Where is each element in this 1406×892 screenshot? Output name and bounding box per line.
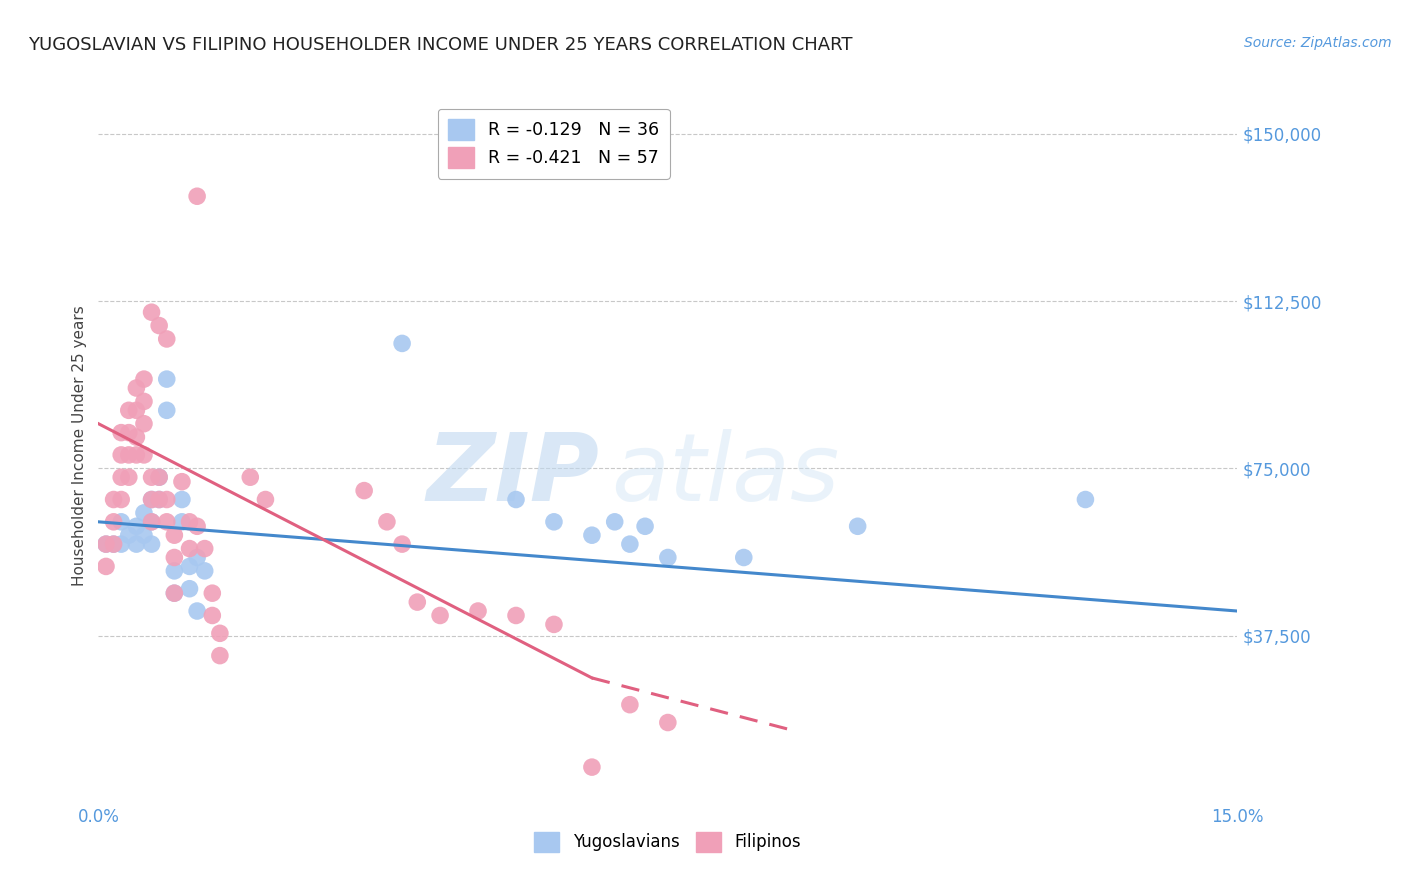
Point — [170, 475, 193, 489]
Point — [141, 305, 163, 319]
Point — [505, 608, 527, 623]
Point — [141, 515, 163, 529]
Point — [208, 626, 231, 640]
Point — [110, 537, 132, 551]
Point — [141, 492, 163, 507]
Point — [125, 448, 148, 462]
Point — [194, 541, 217, 556]
Point — [733, 550, 755, 565]
Point — [163, 586, 186, 600]
Point — [581, 760, 603, 774]
Point — [254, 492, 277, 507]
Point — [163, 550, 186, 565]
Point — [110, 425, 132, 440]
Point — [179, 582, 201, 596]
Point — [103, 515, 125, 529]
Point — [156, 403, 179, 417]
Point — [148, 492, 170, 507]
Point — [110, 492, 132, 507]
Point — [201, 586, 224, 600]
Point — [94, 559, 117, 574]
Text: Source: ZipAtlas.com: Source: ZipAtlas.com — [1244, 36, 1392, 50]
Point — [505, 492, 527, 507]
Point — [156, 492, 179, 507]
Point — [148, 318, 170, 333]
Point — [141, 470, 163, 484]
Point — [179, 541, 201, 556]
Point — [141, 537, 163, 551]
Point — [148, 492, 170, 507]
Legend: Yugoslavians, Filipinos: Yugoslavians, Filipinos — [527, 825, 808, 859]
Point — [132, 417, 155, 431]
Point — [94, 537, 117, 551]
Point — [846, 519, 869, 533]
Point — [239, 470, 262, 484]
Point — [179, 515, 201, 529]
Point — [179, 559, 201, 574]
Point — [125, 381, 148, 395]
Point — [141, 515, 163, 529]
Text: ZIP: ZIP — [426, 428, 599, 521]
Point — [125, 537, 148, 551]
Point — [156, 332, 179, 346]
Point — [156, 372, 179, 386]
Point — [201, 608, 224, 623]
Point — [186, 604, 208, 618]
Point — [581, 528, 603, 542]
Y-axis label: Householder Income Under 25 years: Householder Income Under 25 years — [72, 306, 87, 586]
Point — [657, 715, 679, 730]
Point — [657, 550, 679, 565]
Point — [170, 515, 193, 529]
Point — [125, 519, 148, 533]
Point — [110, 515, 132, 529]
Point — [132, 394, 155, 409]
Point — [125, 403, 148, 417]
Point — [186, 519, 208, 533]
Point — [186, 189, 208, 203]
Point — [634, 519, 657, 533]
Point — [186, 550, 208, 565]
Text: atlas: atlas — [612, 429, 839, 520]
Point — [619, 698, 641, 712]
Point — [194, 564, 217, 578]
Point — [118, 448, 141, 462]
Point — [163, 564, 186, 578]
Point — [118, 528, 141, 542]
Point — [125, 430, 148, 444]
Point — [148, 470, 170, 484]
Point — [603, 515, 626, 529]
Point — [163, 586, 186, 600]
Point — [141, 492, 163, 507]
Point — [132, 506, 155, 520]
Text: YUGOSLAVIAN VS FILIPINO HOUSEHOLDER INCOME UNDER 25 YEARS CORRELATION CHART: YUGOSLAVIAN VS FILIPINO HOUSEHOLDER INCO… — [28, 36, 852, 54]
Point — [110, 448, 132, 462]
Point — [170, 492, 193, 507]
Point — [103, 537, 125, 551]
Point — [543, 515, 565, 529]
Point — [391, 336, 413, 351]
Point — [103, 537, 125, 551]
Point — [132, 372, 155, 386]
Point — [118, 425, 141, 440]
Point — [163, 528, 186, 542]
Point — [103, 492, 125, 507]
Point — [375, 515, 398, 529]
Point — [429, 608, 451, 623]
Point — [118, 403, 141, 417]
Point — [118, 470, 141, 484]
Point — [619, 537, 641, 551]
Point — [543, 617, 565, 632]
Point — [1074, 492, 1097, 507]
Point — [208, 648, 231, 663]
Point — [132, 448, 155, 462]
Point — [132, 528, 155, 542]
Point — [156, 515, 179, 529]
Point — [353, 483, 375, 498]
Point — [467, 604, 489, 618]
Point — [148, 470, 170, 484]
Point — [94, 537, 117, 551]
Point — [406, 595, 429, 609]
Point — [110, 470, 132, 484]
Point — [391, 537, 413, 551]
